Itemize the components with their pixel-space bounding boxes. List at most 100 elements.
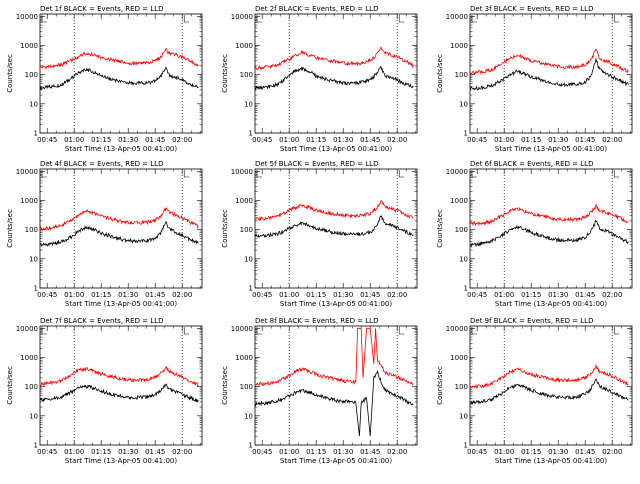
x-tick-label: 01:30 [333,291,353,299]
interval-bracket [398,327,405,335]
x-axis-label: Start Time (13-Apr-05 00:41:00) [65,300,177,308]
interval-bracket [471,170,477,178]
y-tick-label: 100 [240,226,253,234]
panel-title: Det 3f BLACK = Events, RED = LLD [470,5,593,13]
series-line-events [255,65,414,91]
x-axis-label: Start Time (13-Apr-05 00:41:00) [280,457,392,465]
x-axis-label: Start Time (13-Apr-05 00:41:00) [495,145,607,153]
interval-bracket [471,15,477,23]
interval-bracket [613,170,620,178]
y-tick-label: 1 [249,285,253,293]
x-tick-label: 01:00 [64,448,84,456]
y-axis-label: Counts/sec [221,54,229,93]
x-tick-label: 01:15 [306,291,326,299]
panel-title: Det 1f BLACK = Events, RED = LLD [40,5,163,13]
x-tick-label: 01:00 [279,448,299,456]
series-line-lld [254,46,414,71]
series-line-lld [39,47,199,70]
series-line-events [469,378,629,406]
panel-det-8: Det 8f BLACK = Events, RED = LLD 1 10 100 10… [221,317,418,465]
y-tick-label: 100 [25,383,38,391]
y-tick-label: 100 [455,71,468,79]
x-axis-label: Start Time (13-Apr-05 00:41:00) [280,145,392,153]
plot-frame [469,168,633,289]
x-tick-label: 00:45 [252,448,272,456]
y-axis-label: Counts/sec [436,366,444,405]
y-tick-label: 1 [34,285,38,293]
x-tick-label: 01:00 [279,136,299,144]
interval-bracket [41,327,47,335]
x-tick-label: 02:00 [602,136,622,144]
panel-title: Det 7f BLACK = Events, RED = LLD [40,317,163,325]
x-tick-label: 01:45 [575,136,595,144]
y-tick-label: 10 [244,255,253,263]
y-tick-label: 1 [464,130,468,138]
interval-bracket [398,170,405,178]
panel-det-9: Det 9f BLACK = Events, RED = LLD 1 10 100 10… [436,317,633,465]
x-tick-label: 00:45 [467,136,487,144]
series-line-events [469,219,629,248]
x-tick-label: 02:00 [172,136,192,144]
y-tick-label: 100 [240,383,253,391]
y-tick-label: 10000 [16,168,38,176]
interval-bracket [613,327,620,335]
series-line-lld [469,48,629,75]
y-tick-label: 10000 [231,168,253,176]
y-axis-label: Counts/sec [6,209,14,248]
x-tick-label: 01:45 [360,448,380,456]
panel-det-5: Det 5f BLACK = Events, RED = LLD 1 10 100 10… [221,160,418,308]
y-tick-label: 1000 [235,197,253,205]
x-tick-label: 01:45 [145,291,165,299]
y-tick-label: 100 [25,71,38,79]
plot-frame [469,325,633,446]
interval-bracket [256,327,262,335]
panel-title: Det 5f BLACK = Events, RED = LLD [255,160,378,168]
y-tick-label: 10 [459,412,468,420]
x-tick-label: 01:00 [494,448,514,456]
x-tick-label: 01:00 [279,291,299,299]
interval-bracket [471,327,477,335]
plot-frame [254,13,418,134]
panel-title: Det 2f BLACK = Events, RED = LLD [255,5,378,13]
x-tick-label: 01:45 [360,136,380,144]
y-tick-label: 10 [459,255,468,263]
y-tick-label: 1000 [235,354,253,362]
y-tick-label: 1 [249,442,253,450]
series-line-lld [254,199,414,222]
interval-bracket [183,15,190,23]
x-tick-label: 01:15 [306,136,326,144]
plot-frame [39,168,203,289]
x-tick-label: 01:15 [521,291,541,299]
y-tick-label: 1 [464,285,468,293]
interval-bracket [613,15,620,23]
x-tick-label: 00:45 [252,136,272,144]
panel-det-1: Det 1f BLACK = Events, RED = LLD 1 10 100 10… [6,5,203,153]
y-axis-label: Counts/sec [436,54,444,93]
x-tick-label: 01:15 [521,448,541,456]
panel-det-2: Det 2f BLACK = Events, RED = LLD 1 10 100 10… [221,5,418,153]
panel-title: Det 9f BLACK = Events, RED = LLD [470,317,593,325]
x-axis-label: Start Time (13-Apr-05 00:41:00) [495,457,607,465]
interval-bracket [398,15,405,23]
x-tick-label: 01:00 [494,291,514,299]
x-tick-label: 01:00 [64,136,84,144]
x-tick-label: 01:00 [494,136,514,144]
x-axis-label: Start Time (13-Apr-05 00:41:00) [495,300,607,308]
y-tick-label: 10 [29,100,38,108]
y-tick-label: 10000 [446,13,468,21]
series-line-lld [39,206,199,232]
panel-det-4: Det 4f BLACK = Events, RED = LLD 1 10 100 10… [6,160,203,308]
x-tick-label: 01:45 [145,448,165,456]
y-tick-label: 10000 [16,325,38,333]
x-tick-label: 01:15 [521,136,541,144]
x-tick-label: 01:15 [91,291,111,299]
x-tick-label: 01:45 [360,291,380,299]
y-tick-label: 10 [244,412,253,420]
panel-title: Det 8f BLACK = Events, RED = LLD [255,317,378,325]
y-tick-label: 1000 [450,42,468,50]
x-tick-label: 01:45 [575,448,595,456]
y-tick-label: 10000 [231,325,253,333]
y-axis-label: Counts/sec [436,209,444,248]
